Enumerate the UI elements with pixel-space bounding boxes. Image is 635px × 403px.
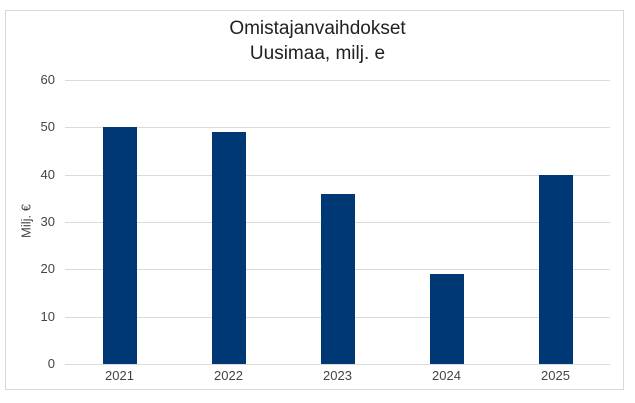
y-tick-label: 20 [40,261,55,277]
x-tick-label-2025: 2025 [541,368,570,383]
chart-title-line1: Omistajanvaihdokset [229,18,406,39]
gridline-y-40 [65,174,610,176]
bar-2022 [211,132,246,364]
gridline-y-60 [65,80,610,81]
x-tick-label-2021: 2021 [105,368,134,383]
y-tick-label: 60 [40,72,55,87]
y-tick-label: 10 [40,308,55,324]
gridline-y-50 [65,127,610,129]
bar-2025 [538,174,573,364]
y-tick-label: 40 [40,166,55,182]
y-tick-label: 50 [40,119,55,135]
plot-area [65,80,610,365]
chart-title: Omistajanvaihdokset Uusimaa, milj. e [0,16,635,66]
x-tick-label-2022: 2022 [214,368,243,383]
y-tick-label: 30 [40,214,55,229]
bar-2021 [102,127,137,364]
chart-title-line2: Uusimaa, milj. e [249,43,386,64]
x-tick-label-2024: 2024 [432,368,461,383]
x-tick-label-2023: 2023 [323,368,352,383]
bar-2023 [320,193,355,364]
bar-2024 [429,274,464,364]
y-tick-label: 0 [47,356,55,371]
gridline-y-0 [65,364,610,365]
